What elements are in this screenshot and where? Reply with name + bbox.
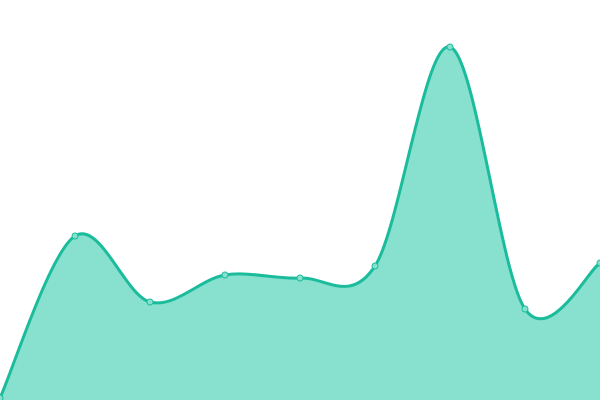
series-line [0,45,600,399]
data-point-8 [596,259,600,267]
data-point-0 [0,394,4,400]
data-point-5 [371,262,379,270]
data-point-6 [446,43,454,51]
area-fill [0,46,600,400]
data-point-4 [296,274,304,282]
data-points [0,43,600,400]
data-point-2 [146,298,154,306]
data-point-1 [71,232,79,240]
data-point-7 [521,305,529,313]
data-point-3 [221,271,229,279]
